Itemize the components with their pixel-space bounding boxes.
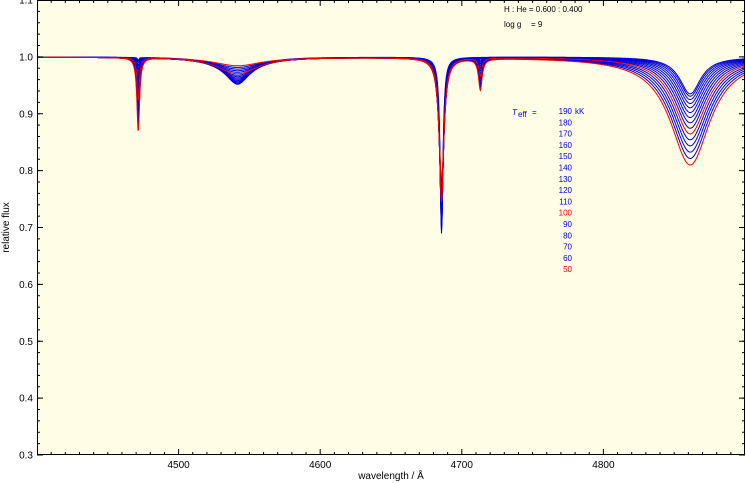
legend-entry: 190 (559, 107, 573, 116)
legend-entry: 110 (559, 197, 572, 206)
legend-unit: kK (575, 107, 585, 116)
legend-entry: 140 (559, 164, 573, 173)
y-tick-label: 0.4 (19, 394, 33, 405)
y-tick-label: 0.7 (19, 223, 33, 234)
legend-entry: 90 (563, 220, 572, 229)
legend-entry: 120 (559, 186, 573, 195)
series-layer (37, 56, 746, 234)
legend-entry: 150 (559, 152, 573, 161)
y-tick-label: 0.9 (19, 109, 33, 120)
legend-entry: 170 (559, 130, 573, 139)
x-tick-label: 4600 (309, 460, 332, 471)
y-tick-label: 0.6 (19, 280, 33, 291)
x-tick-label: 4800 (592, 460, 615, 471)
y-tick-label: 0.5 (19, 337, 33, 348)
teff-label: T (512, 108, 518, 117)
composition-annotation: H : He = 0.600 : 0.400 (504, 5, 583, 14)
legend: T eff = kK 190 180 170 160 150 140 130 120 110 10… (512, 107, 585, 274)
legend-entry: 130 (559, 175, 573, 184)
legend-entry: 50 (563, 265, 572, 274)
x-tick-label: 4700 (451, 460, 474, 471)
y-tick-label: 1.1 (19, 0, 33, 7)
teff-equals: = (532, 108, 537, 117)
logg-value: = 9 (531, 20, 543, 29)
logg-label: log g (504, 20, 521, 29)
legend-entry: 70 (563, 243, 572, 252)
legend-entry: 80 (563, 231, 572, 240)
ticks-layer: 4500 4600 4700 4800 0.3 0.4 0.5 0.6 0.7 0.8 0.9 1.0… (19, 0, 745, 471)
y-tick-label: 0.3 (19, 451, 33, 462)
x-axis-label: wavelength / Å (357, 469, 424, 482)
y-tick-label: 0.8 (19, 166, 33, 177)
y-tick-label: 1.0 (19, 52, 33, 63)
legend-entry: 180 (559, 118, 573, 127)
x-tick-label: 4500 (167, 460, 190, 471)
plot-background (37, 0, 745, 455)
series-line (37, 56, 746, 178)
legend-entry: 60 (563, 254, 572, 263)
teff-subscript: eff (518, 110, 528, 119)
legend-entry: 160 (559, 141, 573, 150)
legend-entry: 100 (559, 209, 573, 218)
series-line (37, 56, 745, 234)
y-axis-label: relative flux (1, 202, 12, 253)
